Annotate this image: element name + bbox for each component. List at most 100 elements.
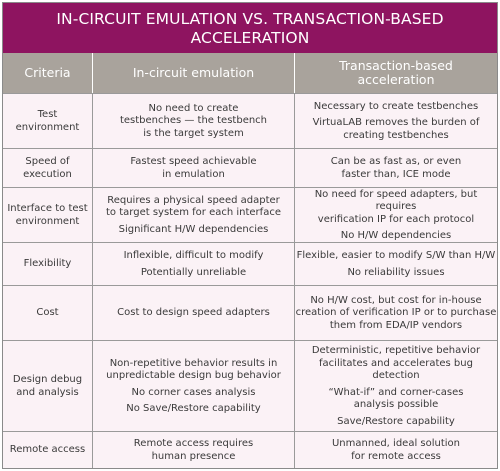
cell-paragraph: Unmanned, ideal solution for remote acces…	[332, 438, 460, 463]
header-in-circuit-emulation: In-circuit emulation	[132, 65, 255, 80]
cell-line: creating testbenches	[343, 129, 449, 141]
criteria-line: and analysis	[16, 386, 79, 398]
title-line-1: IN-CIRCUIT EMULATION VS. TRANSACTION-BAS…	[56, 10, 444, 28]
ice-cell: Requires a physical speed adapter to targ…	[93, 188, 294, 243]
cell-line: to target system for each interface	[106, 207, 281, 219]
cell-line: unpredictable design bug behavior	[106, 370, 281, 381]
cell-paragraph: No reliability issues	[347, 267, 444, 280]
cell-line: facilitates and accelerates bug detectio…	[319, 357, 473, 382]
criteria-line: Speed of	[25, 156, 70, 167]
table-row: Design debug and analysis Non-repetitive b…	[3, 340, 497, 432]
criteria-line: Test	[37, 109, 58, 120]
cell-paragraph: Inflexible, difficult to modify	[124, 250, 264, 263]
criteria-cell: Remote access	[3, 432, 92, 469]
cell-line: Save/Restore capability	[337, 415, 455, 427]
criteria-cell: Design debug and analysis	[3, 341, 92, 432]
cell-paragraph: Significant H/W dependencies	[119, 224, 269, 237]
cell-paragraph: Non-repetitive behavior results in unpred…	[106, 358, 281, 383]
cell-line: Non-repetitive behavior results in	[109, 357, 278, 369]
cell-line: in emulation	[162, 168, 225, 180]
cell-paragraph: Flexible, easier to modify S/W than H/W	[297, 250, 496, 263]
criteria-line: Interface to test	[7, 203, 88, 214]
criteria-line: environment	[15, 215, 80, 227]
cell-paragraph: No H/W cost, but cost for in-house creati…	[296, 295, 497, 333]
cell-line: No reliability issues	[347, 266, 445, 278]
cell-paragraph: No corner cases analysis	[132, 387, 256, 400]
cell-line: is the target system	[143, 127, 244, 139]
tba-cell: Flexible, easier to modify S/W than H/W N…	[295, 243, 497, 286]
cell-line: human presence	[151, 450, 236, 462]
header-divider	[92, 53, 93, 93]
criteria-line: environment	[15, 121, 80, 133]
cell-line: them from EDA/IP vendors	[329, 319, 463, 331]
cell-paragraph: Save/Restore capability	[337, 416, 455, 429]
criteria-cell: Cost	[3, 286, 92, 341]
tba-cell: Necessary to create testbenches VirtuaLAB…	[295, 94, 497, 149]
tba-cell: No need for speed adapters, but requires…	[295, 188, 497, 243]
ice-cell: Cost to design speed adapters	[93, 286, 294, 341]
ice-cell: Inflexible, difficult to modify Potential…	[93, 243, 294, 286]
cell-paragraph: “What-if” and corner-cases analysis possi…	[328, 387, 463, 412]
cell-line: creation of verification IP or to purcha…	[295, 307, 497, 319]
cell-line: Remote access requires	[133, 438, 254, 449]
header-transaction-based-acceleration: Transaction-based acceleration	[295, 53, 497, 93]
table-row: Interface to test environment Requires a p…	[3, 187, 497, 243]
tba-cell: Unmanned, ideal solution for remote acces…	[295, 432, 497, 469]
header-divider	[294, 53, 295, 93]
cell-paragraph: Fastest speed achievable in emulation	[130, 156, 256, 181]
cell-line: for remote access	[351, 450, 441, 462]
cell-line: Fastest speed achievable	[130, 156, 257, 167]
cell-line: Potentially unreliable	[140, 266, 247, 278]
cell-line: No need to create	[148, 102, 239, 114]
cell-paragraph: No need for speed adapters, but requires…	[295, 189, 497, 227]
cell-line: No H/W cost, but cost for in-house	[310, 294, 482, 306]
ice-cell: Non-repetitive behavior results in unpred…	[93, 341, 294, 432]
cell-paragraph: Deterministic, repetitive behavior facili…	[295, 345, 497, 383]
cell-line: No corner cases analysis	[131, 386, 256, 398]
criteria-cell: Interface to test environment	[3, 188, 92, 243]
tba-cell: Can be as fast as, or even faster than, I…	[295, 149, 497, 188]
criteria-line: execution	[23, 168, 72, 180]
ice-cell: Fastest speed achievable in emulation	[93, 149, 294, 188]
column-divider	[294, 93, 295, 468]
cell-line: Unmanned, ideal solution	[331, 438, 461, 449]
table-row: Remote access Remote access requires human…	[3, 431, 497, 469]
criteria-line: Remote access	[9, 444, 86, 456]
cell-line: faster than, ICE mode	[341, 168, 451, 180]
cell-paragraph: No Save/Restore capability	[126, 403, 260, 416]
tba-cell: No H/W cost, but cost for in-house creati…	[295, 286, 497, 341]
ice-cell: No need to create testbenches — the testb…	[93, 94, 294, 149]
header-criteria: Criteria	[24, 65, 71, 80]
header-row: Criteria In-circuit emulation Transactio…	[3, 53, 497, 93]
table-row: Test environment No need to create testbenc…	[3, 93, 497, 149]
cell-paragraph: Can be as fast as, or even faster than, I…	[331, 156, 461, 181]
criteria-line: Design debug	[12, 374, 83, 385]
table-row: Cost Cost to design speed adapters No H/W …	[3, 285, 497, 341]
cell-paragraph: VirtuaLAB removes the burden of creating …	[313, 117, 480, 142]
cell-line: No need for speed adapters, but requires	[314, 188, 478, 213]
criteria-line: Cost	[36, 307, 59, 319]
cell-line: Cost to design speed adapters	[117, 307, 270, 319]
table-title: IN-CIRCUIT EMULATION VS. TRANSACTION-BAS…	[3, 3, 497, 53]
table-row: Speed of execution Fastest speed achievabl…	[3, 148, 497, 188]
table-row: Flexibility Inflexible, difficult to modi…	[3, 242, 497, 286]
cell-line: “What-if” and corner-cases	[328, 386, 464, 398]
cell-paragraph: Necessary to create testbenches	[314, 101, 478, 114]
criteria-line: Flexibility	[23, 258, 72, 270]
cell-line: Necessary to create testbenches	[313, 100, 479, 112]
cell-line: testbenches — the testbench	[119, 115, 268, 127]
criteria-cell: Speed of execution	[3, 149, 92, 188]
cell-paragraph: No need to create testbenches — the testb…	[120, 103, 267, 141]
cell-line: analysis possible	[353, 399, 439, 410]
cell-line: VirtuaLAB removes the burden of	[312, 117, 480, 129]
cell-paragraph: Cost to design speed adapters	[117, 307, 270, 320]
cell-line: Inflexible, difficult to modify	[123, 250, 264, 261]
cell-line: Deterministic, repetitive behavior	[311, 345, 481, 356]
ice-cell: Remote access requires human presence	[93, 432, 294, 469]
cell-line: Flexible, easier to modify S/W than H/W	[296, 250, 496, 261]
cell-paragraph: Remote access requires human presence	[134, 438, 253, 463]
cell-paragraph: Requires a physical speed adapter to targ…	[106, 195, 281, 220]
criteria-cell: Flexibility	[3, 243, 92, 286]
cell-line: Significant H/W dependencies	[118, 223, 269, 235]
